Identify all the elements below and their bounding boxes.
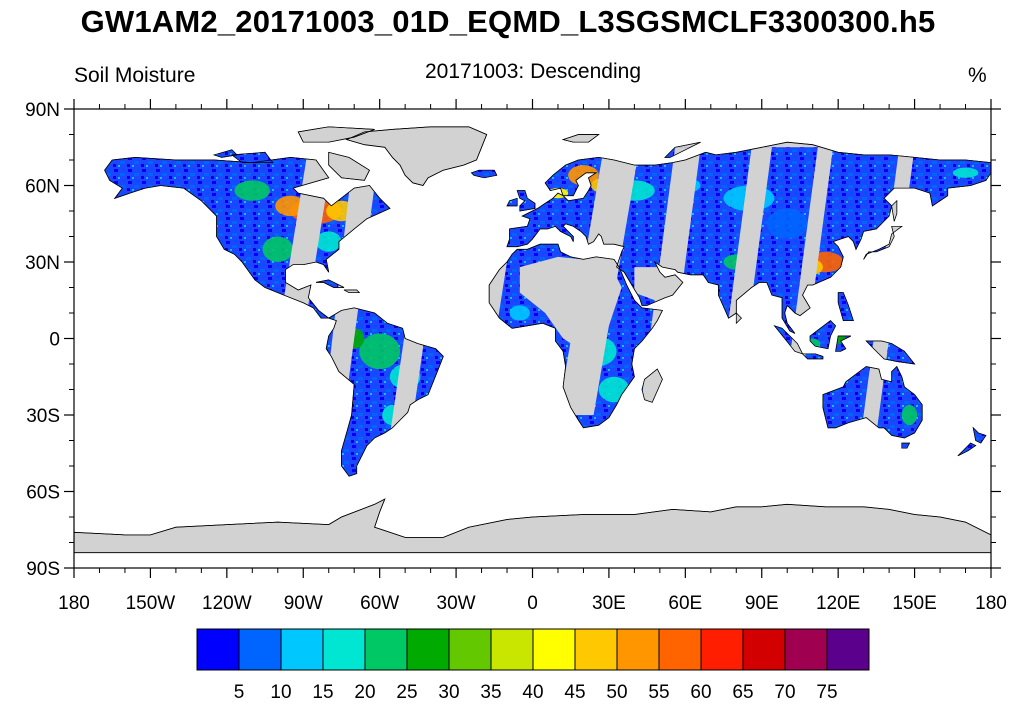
madagascar-coastline (641, 368, 663, 403)
lat-label: 30S (26, 406, 60, 427)
colorbar: 5 10 15 20 25 30 35 40 45 50 55 60 65 70 75 (196, 628, 870, 703)
new-zealand-south-coastline (957, 442, 977, 457)
colorbar-swatch (700, 628, 744, 671)
colorbar-swatch (490, 628, 534, 671)
colorbar-label: 45 (564, 682, 585, 703)
lon-label: 180 (58, 593, 90, 614)
sulawesi-coastline (835, 335, 852, 352)
colorbar-swatch (826, 628, 870, 671)
units-label: % (968, 64, 987, 87)
colorbar-label: 70 (774, 682, 795, 703)
desert-nodata (519, 256, 622, 352)
lat-label: 60N (25, 177, 60, 198)
north-america-coastline (104, 156, 391, 319)
novaya-zemlya-coastline (664, 141, 701, 158)
baffin-island-coastline (328, 151, 370, 181)
colorbar-label: 50 (606, 682, 627, 703)
japan-coastline (863, 225, 903, 260)
colorbar-swatch (784, 628, 828, 671)
colorbar-swatch (364, 628, 408, 671)
colorbar-swatch (322, 628, 366, 671)
sakhalin-coastline (891, 199, 898, 222)
lat-label: 90S (26, 559, 60, 580)
colorbar-label: 40 (522, 682, 543, 703)
lon-label: 150W (126, 593, 176, 614)
colorbar-swatch (280, 628, 324, 671)
africa-coastline (488, 243, 664, 429)
australia-coastline (822, 365, 923, 439)
antarctica-coastline (74, 498, 991, 554)
south-america-coastline (325, 307, 444, 477)
lon-label: 90E (745, 593, 779, 614)
lat-label: 90N (25, 100, 60, 121)
colorbar-swatch (574, 628, 618, 671)
lat-label: 0 (49, 330, 60, 351)
sri-lanka-coastline (735, 312, 742, 325)
svalbard-coastline (561, 134, 600, 143)
moisture-patch (901, 404, 918, 426)
colorbar-swatch (616, 628, 660, 671)
lon-label: 180 (975, 593, 1007, 614)
moisture-patch (262, 236, 294, 262)
map-axes: 90N 60N 30N 0 30S 60S 90S 180 150W 120W 90W 60W 30W 0… (25, 99, 1007, 614)
variable-label: Soil Moisture (74, 64, 196, 87)
lon-label: 90W (284, 593, 323, 614)
colorbar-swatch (238, 628, 282, 671)
colorbar-swatch (532, 628, 576, 671)
moisture-patch (952, 167, 979, 178)
map-title: GW1AM2_20171003_01D_EQMD_L3SGSMCLF330030… (80, 4, 936, 39)
moisture-patch (234, 180, 271, 201)
lon-label: 0 (527, 593, 538, 614)
banks-island-coastline (212, 149, 238, 158)
colorbar-swatch (742, 628, 786, 671)
greenland-coastline (345, 126, 488, 186)
lon-label: 60E (668, 593, 702, 614)
java-coastline (801, 353, 824, 360)
lon-label: 30E (592, 593, 626, 614)
moisture-patch (509, 305, 530, 321)
lon-label: 120E (816, 593, 860, 614)
lon-label: 60W (360, 593, 399, 614)
colorbar-label: 60 (690, 682, 711, 703)
philippines-coastline (837, 292, 854, 321)
date-pass-label: 20171003: Descending (424, 60, 641, 83)
lon-label: 120W (202, 593, 252, 614)
victoria-island-coastline (230, 151, 274, 163)
colorbar-swatch (196, 628, 240, 671)
colorbar-swatch (406, 628, 450, 671)
moisture-patch (359, 333, 401, 370)
lon-label: 30W (437, 593, 476, 614)
colorbar-label: 25 (396, 682, 417, 703)
borneo-coastline (809, 320, 837, 350)
iceland-coastline (470, 169, 498, 179)
moisture-patch (766, 208, 808, 240)
ellesmere-island-coastline (297, 126, 375, 143)
lon-label: 150E (892, 593, 936, 614)
colorbar-label: 75 (816, 682, 837, 703)
eurasia-coastline (506, 141, 991, 334)
cuba-coastline (315, 279, 345, 288)
ireland-coastline (506, 197, 518, 207)
colorbar-label: 30 (438, 682, 459, 703)
colorbar-label: 20 (354, 682, 375, 703)
lat-label: 60S (26, 483, 60, 504)
new-zealand-north-coastline (972, 426, 987, 444)
colorbar-label: 65 (732, 682, 753, 703)
colorbar-swatch (448, 628, 492, 671)
new-guinea-coastline (865, 340, 916, 365)
colorbar-label: 35 (480, 682, 501, 703)
lat-label: 30N (25, 253, 60, 274)
colorbar-label: 55 (648, 682, 669, 703)
colorbar-label: 15 (312, 682, 333, 703)
colorbar-swatch (658, 628, 702, 671)
hispaniola-coastline (343, 289, 361, 293)
colorbar-label: 10 (270, 682, 291, 703)
moisture-patch (315, 231, 342, 252)
colorbar-label: 5 (234, 682, 245, 703)
tasmania-coastline (901, 442, 911, 449)
great-britain-coastline (516, 190, 536, 212)
